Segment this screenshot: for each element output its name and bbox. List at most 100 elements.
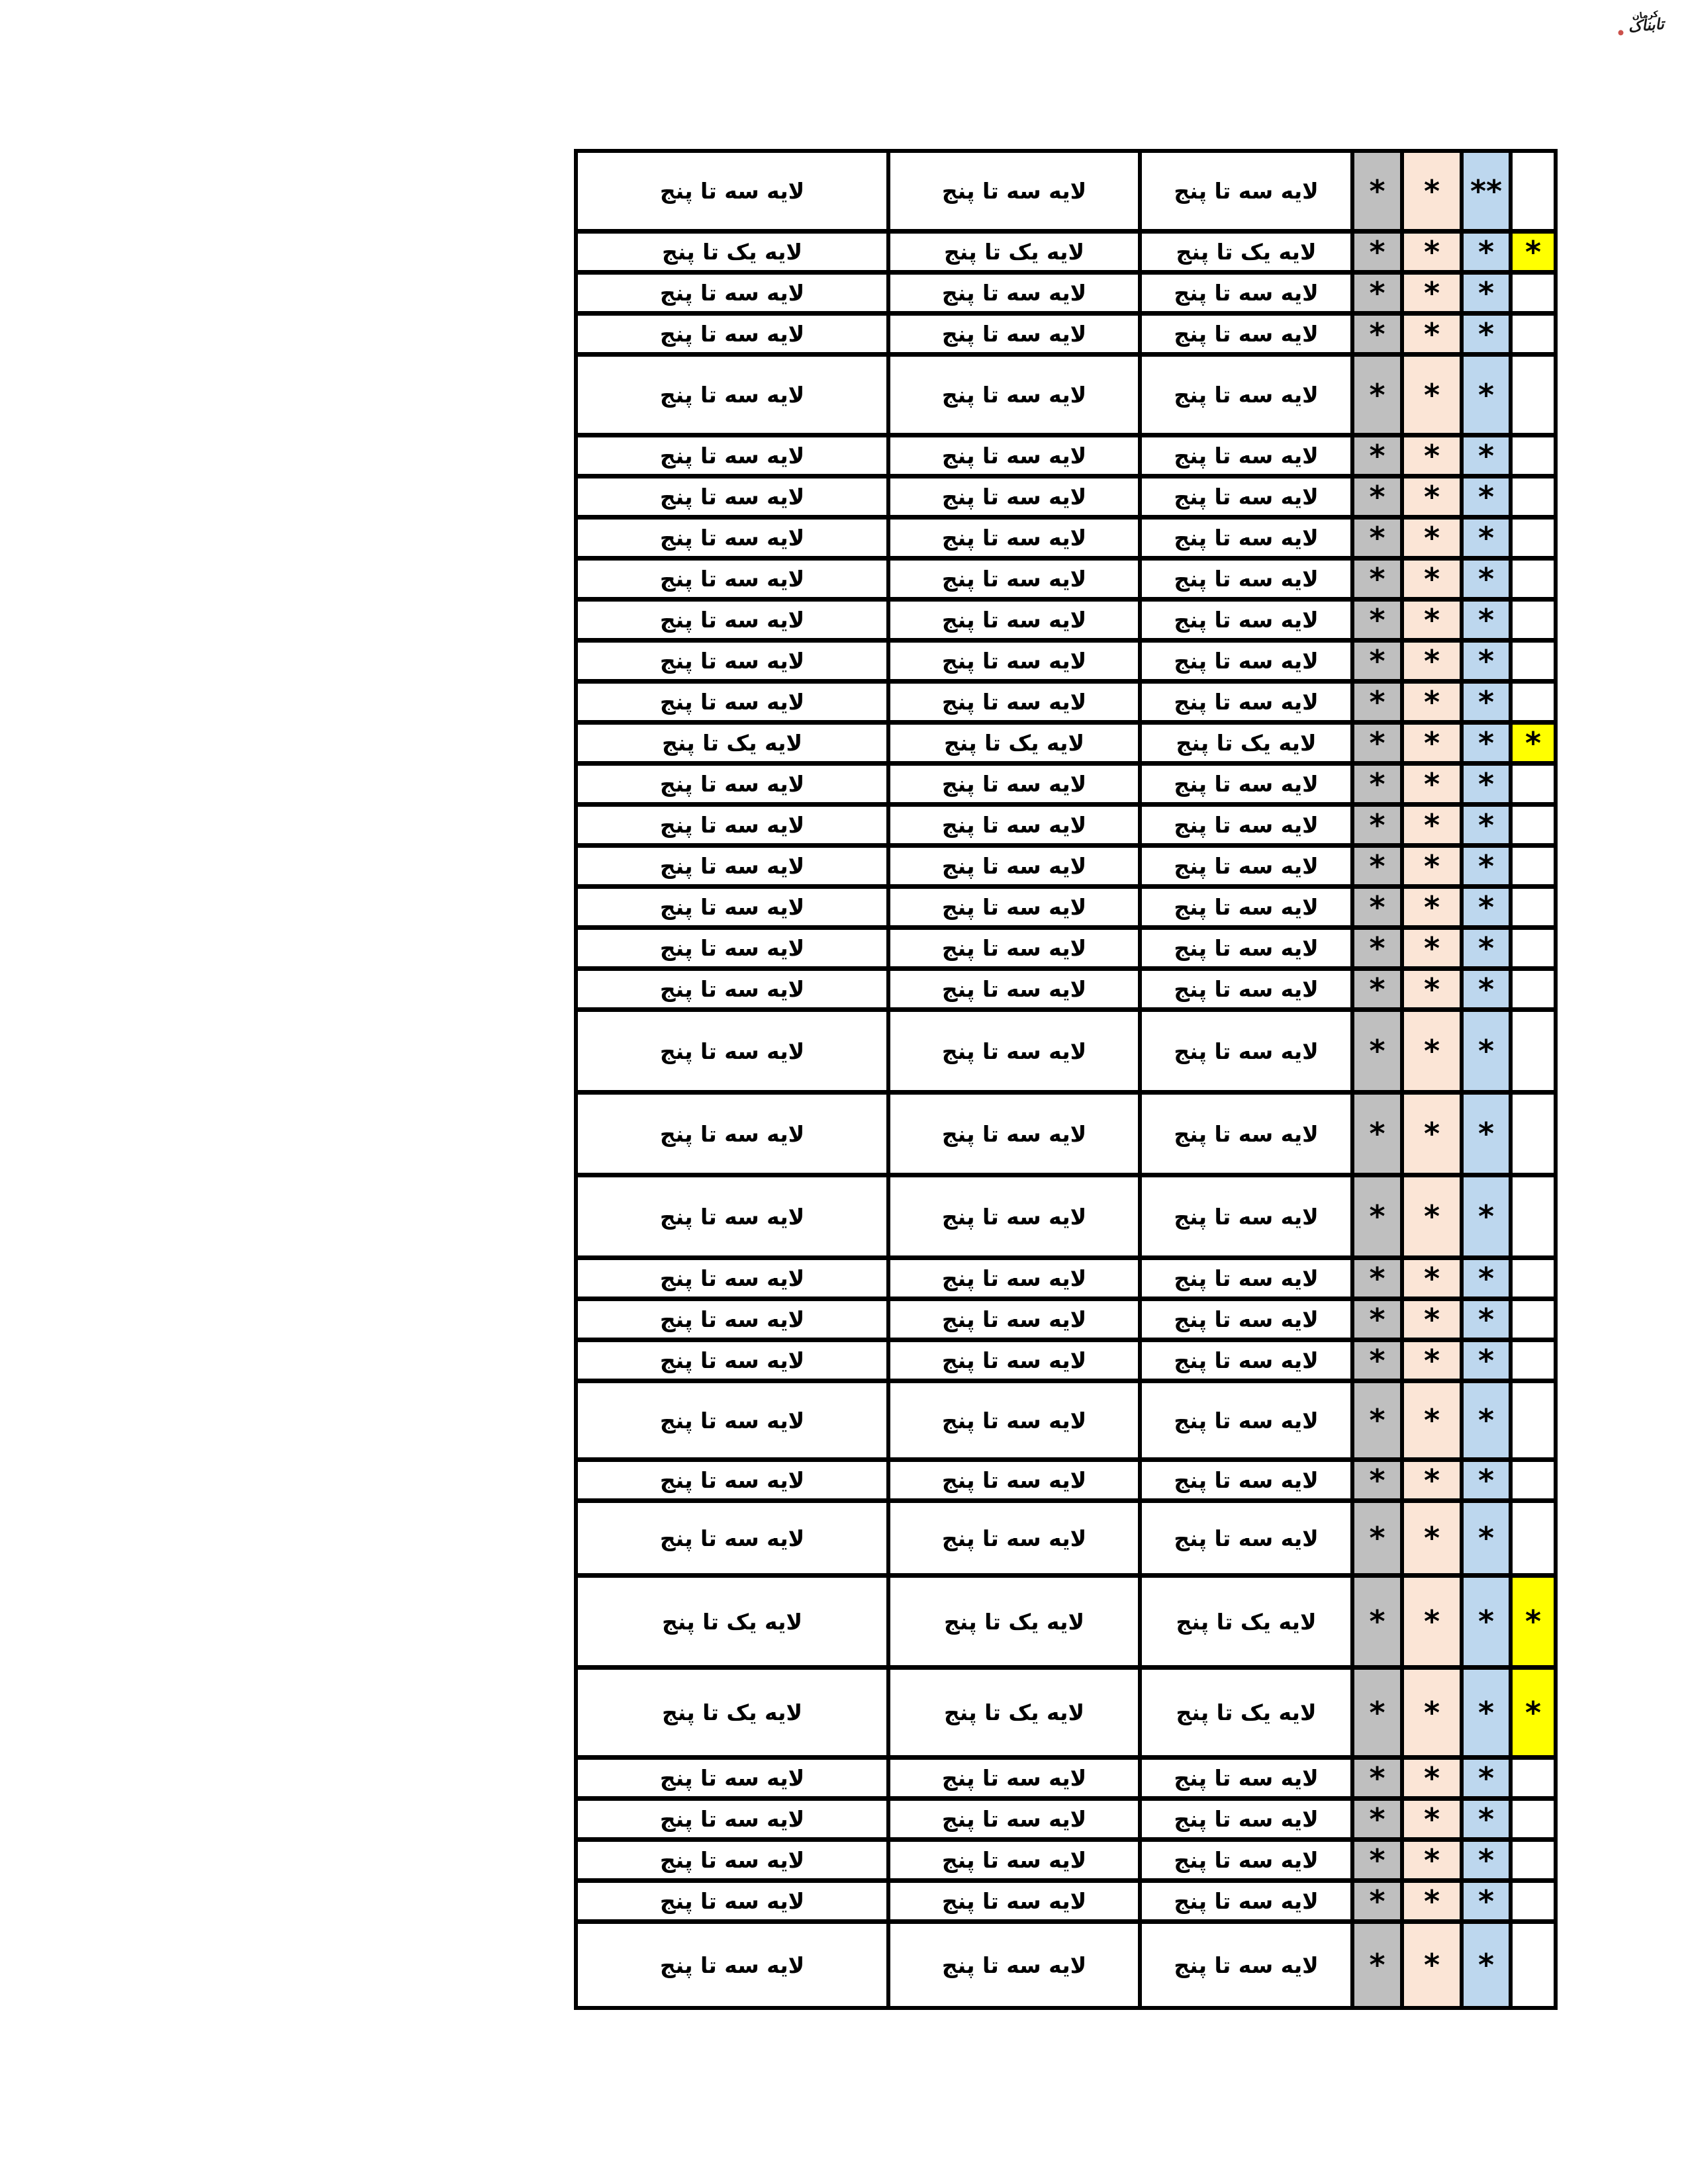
highlight-mark-cell: * — [1513, 725, 1554, 761]
layer-range-cell: لایه سه تا پنج — [1142, 602, 1350, 638]
layer-range-cell: لایه سه تا پنج — [1142, 316, 1350, 352]
mark-cell-blue: * — [1464, 1095, 1509, 1173]
layer-range-cell: لایه سه تا پنج — [890, 684, 1138, 720]
mark-cell-extra — [1513, 807, 1554, 843]
mark-cell-blue: * — [1464, 1012, 1509, 1090]
mark-cell-blue: * — [1464, 437, 1509, 474]
layer-range-cell: لایه سه تا پنج — [578, 1260, 886, 1297]
layer-range-cell: لایه سه تا پنج — [890, 1342, 1138, 1379]
mark-cell-blue: * — [1464, 1924, 1509, 2006]
layers-table: لایه سه تا پنج لایه سه تا پنج لایه سه تا پ… — [574, 149, 1558, 2010]
layer-range-cell: لایه سه تا پنج — [578, 602, 886, 638]
mark-cell-gray: * — [1354, 889, 1400, 925]
mark-cell-gray: * — [1354, 561, 1400, 597]
layer-range-cell: لایه سه تا پنج — [1142, 848, 1350, 884]
layer-range-cell: لایه یک تا پنج — [578, 1578, 886, 1665]
mark-cell-blue: * — [1464, 684, 1509, 720]
mark-cell-gray: * — [1354, 316, 1400, 352]
mark-cell-gray: * — [1354, 1503, 1400, 1573]
mark-cell-extra — [1513, 1462, 1554, 1498]
mark-cell-extra — [1513, 520, 1554, 556]
mark-cell-peach: * — [1404, 1801, 1460, 1837]
layer-range-cell: لایه سه تا پنج — [1142, 561, 1350, 597]
layer-range-cell: لایه سه تا پنج — [578, 275, 886, 311]
mark-cell-peach: * — [1404, 1012, 1460, 1090]
mark-cell-gray: * — [1354, 1301, 1400, 1338]
layer-range-cell: لایه سه تا پنج — [890, 561, 1138, 597]
layer-range-cell: لایه سه تا پنج — [578, 357, 886, 433]
layer-range-cell: لایه سه تا پنج — [578, 930, 886, 966]
layer-range-cell: لایه سه تا پنج — [578, 684, 886, 720]
mark-cell-blue: * — [1464, 275, 1509, 311]
mark-cell-blue: * — [1464, 1578, 1509, 1665]
mark-cell-peach: * — [1404, 275, 1460, 311]
mark-cell-gray: * — [1354, 643, 1400, 679]
mark-cell-extra — [1513, 930, 1554, 966]
layer-range-cell: لایه سه تا پنج — [578, 1842, 886, 1878]
mark-cell-blue: * — [1464, 1503, 1509, 1573]
mark-cell-extra — [1513, 971, 1554, 1007]
layer-range-cell: لایه سه تا پنج — [578, 848, 886, 884]
mark-cell-gray: * — [1354, 1924, 1400, 2006]
layer-range-cell: لایه سه تا پنج — [578, 1801, 886, 1837]
mark-cell-extra — [1513, 1177, 1554, 1255]
mark-cell-extra — [1513, 602, 1554, 638]
mark-cell-extra — [1513, 437, 1554, 474]
mark-cell-extra — [1513, 1301, 1554, 1338]
mark-cell-extra — [1513, 848, 1554, 884]
mark-cell-extra — [1513, 1883, 1554, 1919]
layer-range-cell: لایه سه تا پنج — [890, 930, 1138, 966]
mark-cell-peach: * — [1404, 478, 1460, 515]
layer-range-cell: لایه سه تا پنج — [1142, 807, 1350, 843]
mark-cell-gray: * — [1354, 1342, 1400, 1379]
layer-range-cell: لایه سه تا پنج — [578, 971, 886, 1007]
layer-range-cell: لایه سه تا پنج — [1142, 520, 1350, 556]
mark-cell-gray: * — [1354, 437, 1400, 474]
mark-cell-extra — [1513, 357, 1554, 433]
mark-cell-peach: * — [1404, 234, 1460, 270]
layer-range-cell: لایه سه تا پنج — [1142, 357, 1350, 433]
mark-cell-gray: * — [1354, 478, 1400, 515]
mark-cell-gray: * — [1354, 602, 1400, 638]
layer-range-cell: لایه سه تا پنج — [1142, 1801, 1350, 1837]
mark-cell-peach: * — [1404, 643, 1460, 679]
layer-range-cell: لایه سه تا پنج — [578, 807, 886, 843]
layer-range-cell: لایه سه تا پنج — [1142, 1095, 1350, 1173]
mark-cell-blue: * — [1464, 766, 1509, 802]
layer-range-cell: لایه سه تا پنج — [578, 561, 886, 597]
mark-cell-extra — [1513, 1842, 1554, 1878]
layer-range-cell: لایه سه تا پنج — [1142, 766, 1350, 802]
mark-cell-blue: * — [1464, 520, 1509, 556]
layer-range-cell: لایه سه تا پنج — [890, 889, 1138, 925]
layer-range-cell: لایه سه تا پنج — [1142, 1342, 1350, 1379]
layer-range-cell: لایه یک تا پنج — [1142, 725, 1350, 761]
layer-range-cell: لایه سه تا پنج — [1142, 889, 1350, 925]
mark-cell-gray: * — [1354, 807, 1400, 843]
layer-range-cell: لایه سه تا پنج — [890, 1503, 1138, 1573]
mark-cell-gray: * — [1354, 357, 1400, 433]
mark-cell-extra — [1513, 643, 1554, 679]
layer-range-cell: لایه سه تا پنج — [890, 478, 1138, 515]
layer-range-cell: لایه یک تا پنج — [890, 1578, 1138, 1665]
mark-cell-peach: * — [1404, 1095, 1460, 1173]
layer-range-cell: لایه سه تا پنج — [890, 153, 1138, 229]
layer-range-cell: لایه سه تا پنج — [890, 1842, 1138, 1878]
layer-range-cell: لایه سه تا پنج — [1142, 1177, 1350, 1255]
mark-cell-extra — [1513, 1760, 1554, 1796]
layer-range-cell: لایه سه تا پنج — [1142, 478, 1350, 515]
layer-range-cell: لایه یک تا پنج — [890, 1670, 1138, 1755]
layer-range-cell: لایه سه تا پنج — [578, 520, 886, 556]
highlight-mark-cell: * — [1513, 1578, 1554, 1665]
layer-range-cell: لایه سه تا پنج — [578, 153, 886, 229]
layer-range-cell: لایه سه تا پنج — [578, 437, 886, 474]
layer-range-cell: لایه سه تا پنج — [890, 357, 1138, 433]
layer-range-cell: لایه سه تا پنج — [890, 1095, 1138, 1173]
layer-range-cell: لایه سه تا پنج — [578, 1503, 886, 1573]
mark-cell-gray: * — [1354, 1383, 1400, 1457]
mark-cell-peach: * — [1404, 889, 1460, 925]
mark-cell-blue: * — [1464, 889, 1509, 925]
mark-cell-peach: * — [1404, 1842, 1460, 1878]
layer-range-cell: لایه سه تا پنج — [890, 766, 1138, 802]
mark-cell-blue: * — [1464, 971, 1509, 1007]
mark-cell-peach: * — [1404, 1760, 1460, 1796]
